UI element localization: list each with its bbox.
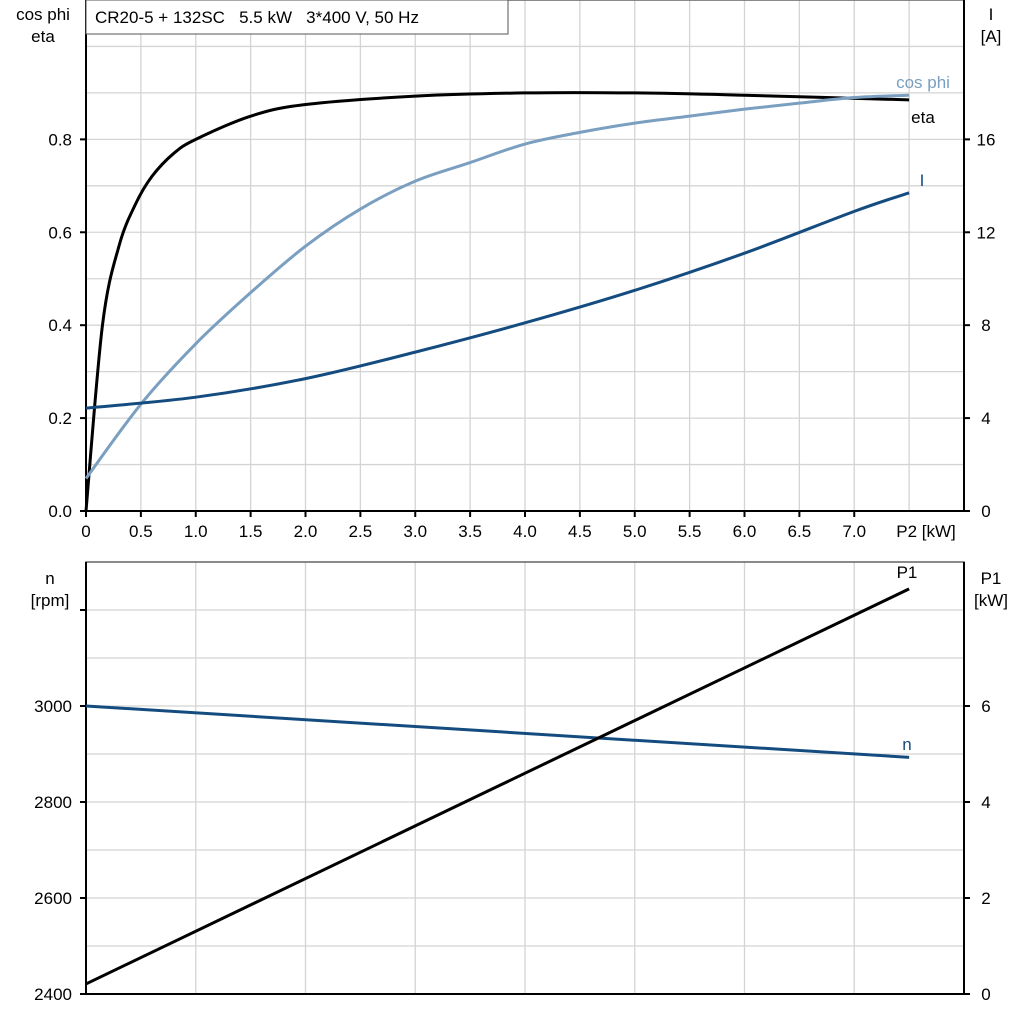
y-tick-label-left: 3000 bbox=[34, 697, 72, 716]
y-tick-label-right: 12 bbox=[977, 223, 996, 242]
y-tick-label-right: 4 bbox=[981, 793, 990, 812]
x-tick-label: 0.5 bbox=[129, 522, 153, 541]
y-tick-label-right: 8 bbox=[981, 316, 990, 335]
y-tick-label-right: 2 bbox=[981, 889, 990, 908]
y-tick-label-left: 2800 bbox=[34, 793, 72, 812]
series-label-I: I bbox=[920, 171, 925, 190]
y-axis-label-left: eta bbox=[31, 27, 55, 46]
x-tick-label: 0 bbox=[81, 522, 90, 541]
y-tick-label-right: 6 bbox=[981, 697, 990, 716]
y-axis-label-right: P1 bbox=[981, 569, 1002, 588]
y-axis-label-left: [rpm] bbox=[31, 591, 70, 610]
series-line-I bbox=[85, 191, 910, 410]
y-tick-label-right: 16 bbox=[977, 130, 996, 149]
x-tick-label: 3.5 bbox=[458, 522, 482, 541]
x-tick-label: 1.0 bbox=[184, 522, 208, 541]
y-tick-label-left: 2600 bbox=[34, 889, 72, 908]
series-label-eta: eta bbox=[911, 108, 935, 127]
y-tick-label-right: 0 bbox=[981, 985, 990, 1004]
y-axis-label-right: I bbox=[989, 5, 994, 24]
x-tick-label: 2.5 bbox=[349, 522, 373, 541]
y-axis-label-right: [kW] bbox=[974, 591, 1008, 610]
x-tick-label: 4.5 bbox=[568, 522, 592, 541]
series-label-P1: P1 bbox=[897, 563, 918, 582]
series-line-eta bbox=[84, 91, 910, 512]
x-tick-label: 1.5 bbox=[239, 522, 263, 541]
x-tick-label: 2.0 bbox=[294, 522, 318, 541]
y-tick-label-left: 0.6 bbox=[48, 223, 72, 242]
x-tick-label: 6.5 bbox=[788, 522, 812, 541]
x-tick-label: 3.0 bbox=[403, 522, 427, 541]
x-tick-label: 6.0 bbox=[733, 522, 757, 541]
y-tick-label-left: 2400 bbox=[34, 985, 72, 1004]
x-tick-label: 5.0 bbox=[623, 522, 647, 541]
y-axis-label-left: cos phi bbox=[16, 5, 70, 24]
y-axis-label-right: [A] bbox=[981, 27, 1002, 46]
x-tick-label: 7.0 bbox=[842, 522, 866, 541]
x-axis-label: P2 [kW] bbox=[896, 522, 956, 541]
series-line-P1 bbox=[85, 587, 910, 986]
series-line-n bbox=[85, 704, 910, 759]
series-label-n: n bbox=[902, 735, 911, 754]
y-tick-label-right: 4 bbox=[981, 409, 990, 428]
y-tick-label-left: 0.2 bbox=[48, 409, 72, 428]
y-tick-label-left: 0.0 bbox=[48, 502, 72, 521]
series-line-cos-phi bbox=[84, 93, 910, 480]
series-label-cos-phi: cos phi bbox=[896, 73, 950, 92]
chart-title: CR20-5 + 132SC 5.5 kW 3*400 V, 50 Hz bbox=[95, 8, 419, 27]
y-tick-label-left: 0.4 bbox=[48, 316, 72, 335]
x-tick-label: 4.0 bbox=[513, 522, 537, 541]
x-tick-label: 5.5 bbox=[678, 522, 702, 541]
title-box bbox=[85, 0, 509, 35]
y-tick-label-right: 0 bbox=[981, 502, 990, 521]
y-axis-label-left: n bbox=[45, 569, 54, 588]
y-tick-label-left: 0.8 bbox=[48, 130, 72, 149]
